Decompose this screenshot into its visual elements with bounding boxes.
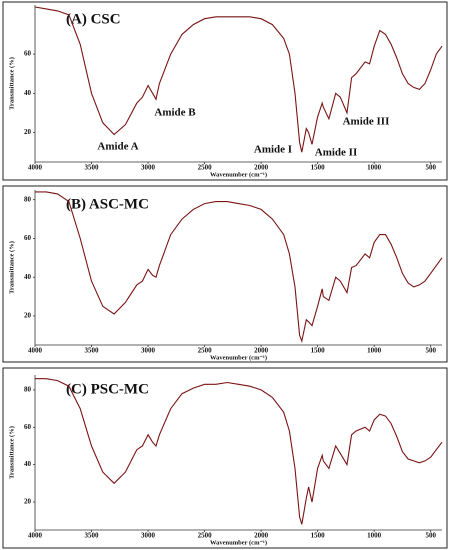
- panel-frame: [2, 367, 448, 549]
- x-tick-label: 3500: [85, 347, 100, 355]
- annotation: Amide A: [97, 141, 138, 153]
- panel-frame: [2, 185, 448, 363]
- y-tick-label: 20: [24, 498, 32, 506]
- annotation: Amide B: [154, 107, 196, 119]
- spectrum-line: [35, 191, 443, 344]
- x-axis-label: Wavenumber (cm⁻¹): [210, 354, 267, 361]
- x-tick-label: 1500: [311, 164, 326, 172]
- y-tick-label: 60: [24, 423, 32, 431]
- y-tick-label: 40: [24, 89, 32, 97]
- annotation: Amide II: [315, 147, 357, 159]
- y-axis-label: Transmittance (%): [8, 57, 15, 110]
- spectrum-line: [34, 6, 443, 153]
- x-tick-label: 1500: [311, 532, 326, 540]
- y-tick-label: 40: [24, 273, 32, 281]
- chart-title: (B) ASC-MC: [66, 196, 149, 212]
- annotation: Amide I: [254, 144, 292, 156]
- x-tick-label: 500: [425, 347, 436, 355]
- x-tick-label: 500: [425, 164, 436, 172]
- x-tick-label: 3000: [141, 532, 156, 540]
- x-tick-label: 4000: [28, 532, 43, 540]
- x-axis-label: Wavenumber (cm⁻¹): [210, 171, 267, 178]
- x-tick-label: 500: [425, 532, 436, 540]
- x-tick-label: 1000: [367, 164, 382, 172]
- x-tick-label: 2500: [198, 164, 213, 172]
- x-tick-label: 4000: [28, 347, 43, 355]
- x-tick-label: 1000: [367, 347, 382, 355]
- x-tick-label: 1000: [367, 532, 382, 540]
- x-tick-label: 3500: [85, 532, 100, 540]
- y-tick-label: 60: [24, 234, 32, 242]
- y-tick-label: 20: [24, 312, 32, 320]
- y-tick-label: 80: [24, 195, 32, 203]
- x-tick-label: 1500: [311, 347, 326, 355]
- y-tick-label: 80: [24, 386, 32, 394]
- y-tick-label: 40: [24, 460, 32, 468]
- x-tick-label: 2500: [198, 347, 213, 355]
- x-tick-label: 3000: [141, 347, 156, 355]
- y-tick-label: 60: [24, 50, 32, 58]
- x-tick-label: 2000: [254, 532, 269, 540]
- x-tick-label: 2000: [254, 164, 269, 172]
- x-tick-label: 4000: [28, 164, 43, 172]
- chart-title: (C) PSC-MC: [66, 381, 149, 397]
- annotation: Amide III: [343, 116, 390, 128]
- x-tick-label: 3000: [141, 164, 156, 172]
- panel-frame: [2, 1, 448, 181]
- y-tick-label: 20: [24, 128, 32, 136]
- y-axis-label: Transmittance (%): [8, 241, 15, 294]
- x-axis-label: Wavenumber (cm⁻¹): [210, 539, 267, 546]
- chart-title: (A) CSC: [66, 11, 121, 27]
- y-axis-label: Transmittance (%): [8, 426, 15, 479]
- x-tick-label: 2500: [198, 532, 213, 540]
- spectrum-line: [35, 378, 443, 525]
- x-tick-label: 2000: [254, 347, 269, 355]
- x-tick-label: 3500: [85, 164, 100, 172]
